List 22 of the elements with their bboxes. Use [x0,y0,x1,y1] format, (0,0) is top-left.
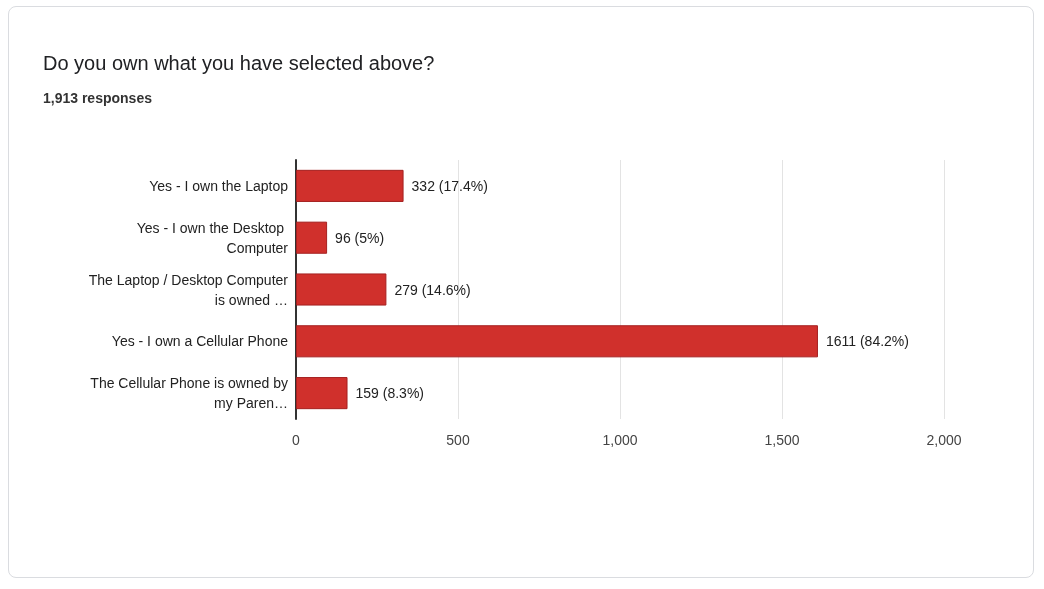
y-tick-label: The Laptop / Desktop Computer is owned … [88,271,289,308]
x-tick-label: 1,500 [764,432,800,448]
y-tick-label: Yes - I own the Laptop [149,177,289,194]
x-tick-label: 500 [446,432,470,448]
x-tick-label: 2,000 [926,432,962,448]
data-label: 279 (14.6%) [394,281,471,298]
data-label: 159 (8.3%) [355,385,424,402]
x-tick-label: 0 [292,432,301,448]
x-tick-label: 1,000 [602,432,638,448]
text: 1,913 responses [43,90,153,106]
bar [296,377,348,410]
bar [296,273,387,306]
bar [296,325,818,358]
data-label: 96 (5%) [335,229,385,246]
y-tick-label: Yes - I own a Cellular Phone [111,333,289,350]
y-tick-label: The Cellular Phone is owned by my Paren… [90,375,288,412]
bar [296,169,404,202]
data-label: 1611 (84.2%) [825,333,909,350]
chart-title: Do you own what you have selected above? [43,52,435,74]
data-label: 332 (17.4%) [411,177,488,194]
bar [296,221,328,254]
y-tick-label: Yes - I own the Desktop Computer [136,219,289,256]
